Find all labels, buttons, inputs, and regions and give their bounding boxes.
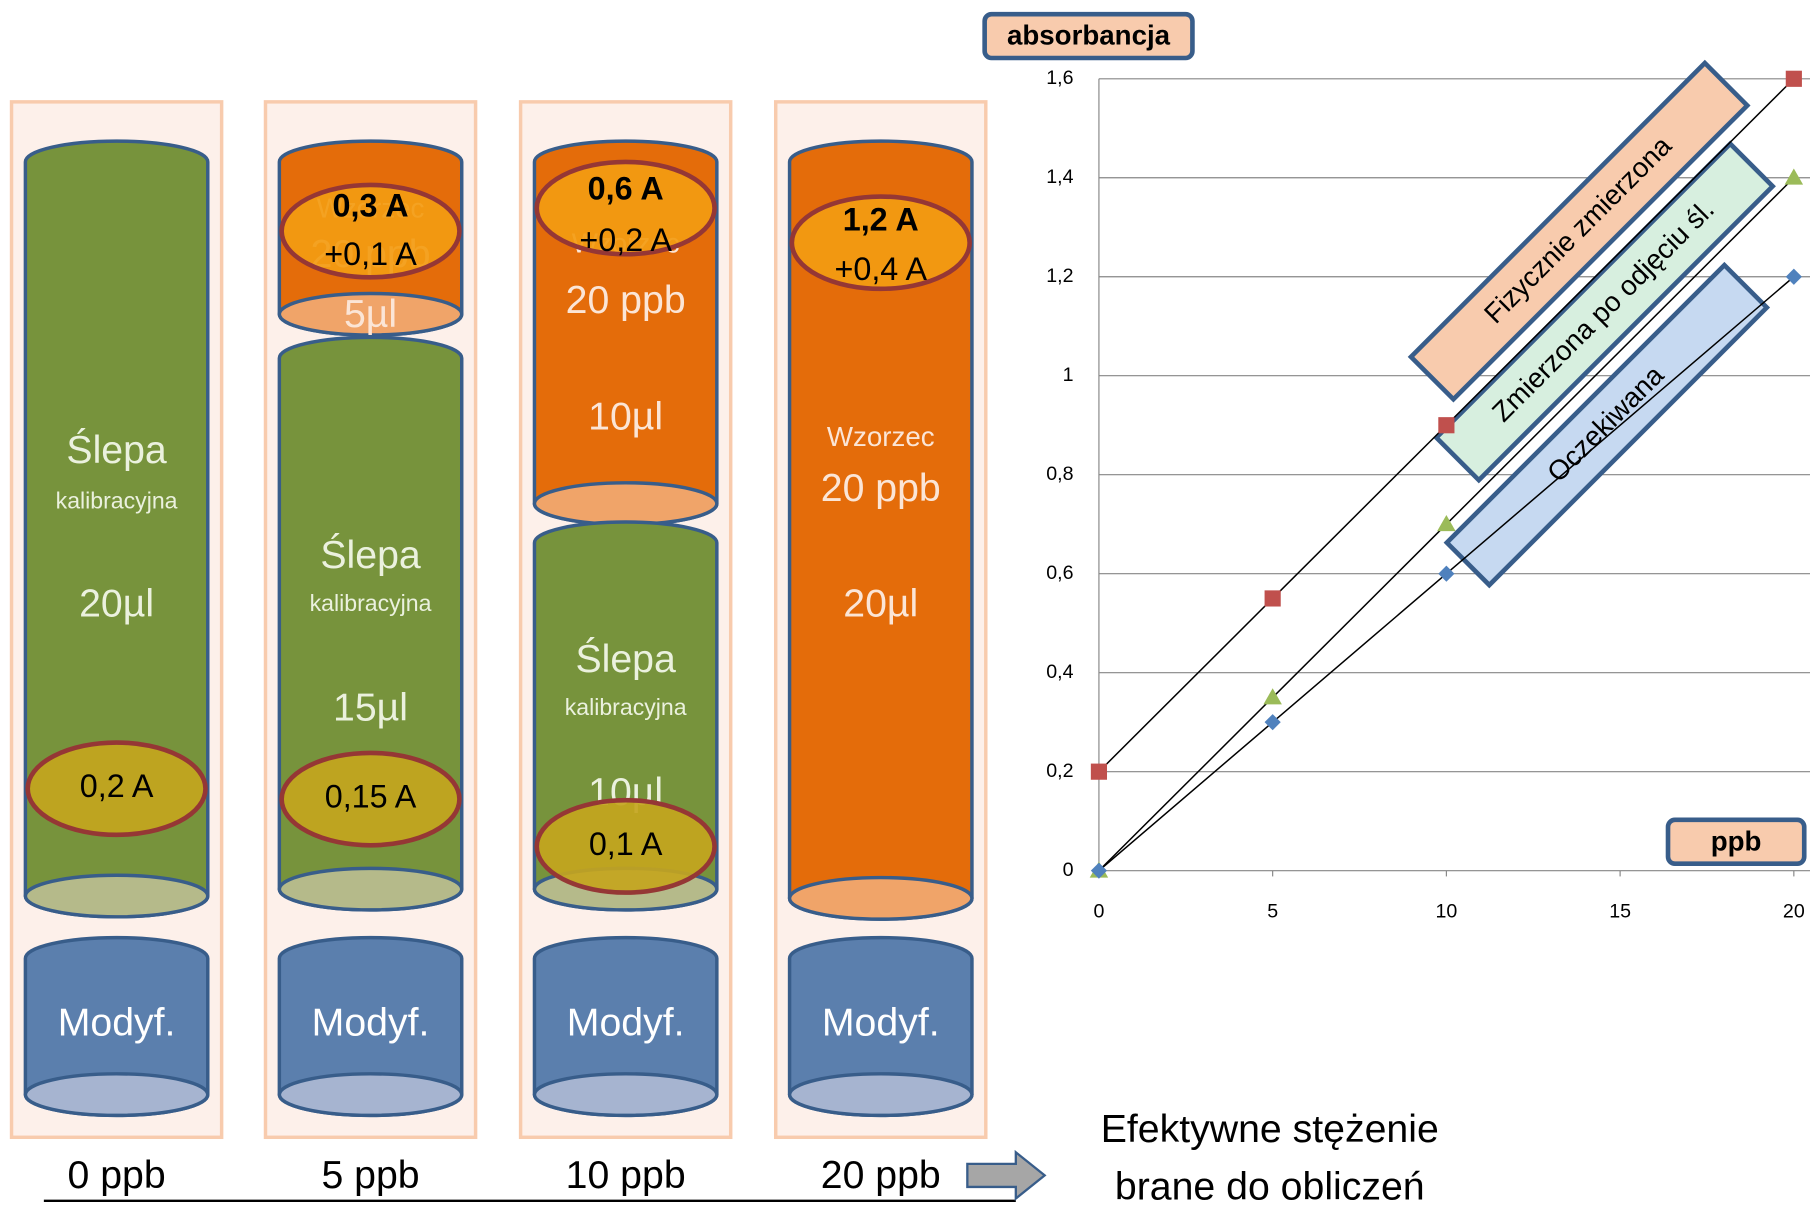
tube-text: 20µl bbox=[843, 582, 918, 626]
tube-text: Modyf. bbox=[58, 1001, 176, 1045]
tube-text: 10µl bbox=[588, 395, 663, 439]
y-axis-title: absorbancja bbox=[1007, 20, 1171, 51]
tube-text: 20 ppb bbox=[821, 466, 941, 510]
tube-text: 20µl bbox=[79, 582, 154, 626]
y-tick-label: 1,4 bbox=[1046, 166, 1073, 188]
tube-text: +0,4 A bbox=[834, 251, 927, 287]
tube-text: 0,6 A bbox=[588, 170, 664, 206]
modifier-tube-base bbox=[25, 1074, 207, 1116]
tube-text: 20 ppb bbox=[566, 278, 686, 322]
blank-tube-base bbox=[279, 868, 461, 910]
modifier-tube-base bbox=[790, 1074, 972, 1116]
marker bbox=[1785, 169, 1803, 185]
tube-text: 15µl bbox=[333, 686, 408, 730]
tube-text: Modyf. bbox=[567, 1001, 685, 1045]
x-axis-title: ppb bbox=[1711, 825, 1762, 856]
modifier-tube-base bbox=[279, 1074, 461, 1116]
y-tick-label: 1,2 bbox=[1046, 265, 1073, 287]
tube-text: 0,2 A bbox=[80, 768, 154, 804]
tube-text: Modyf. bbox=[822, 1001, 940, 1045]
note-line: Efektywne stężenie bbox=[1101, 1107, 1439, 1151]
marker bbox=[1438, 417, 1454, 433]
x-tick-label: 0 bbox=[1093, 900, 1104, 922]
y-tick-label: 0,6 bbox=[1046, 562, 1073, 584]
tube-text: +0,1 A bbox=[324, 236, 417, 272]
y-tick-label: 0,8 bbox=[1046, 463, 1073, 485]
y-tick-label: 0,2 bbox=[1046, 760, 1073, 782]
tube-text: 1,2 A bbox=[843, 201, 919, 237]
standard-tube-base bbox=[534, 483, 716, 525]
tube-text: 5µl bbox=[344, 292, 397, 336]
tube-text: Modyf. bbox=[312, 1001, 430, 1045]
tube-text: 5 ppb bbox=[321, 1153, 419, 1197]
page: {"chart_data": {"type": "scatter", "ylab… bbox=[0, 0, 1810, 1208]
tube-text: kalibracyjna bbox=[56, 488, 178, 514]
tube-text: Ślepa bbox=[575, 636, 676, 681]
y-tick-label: 1,6 bbox=[1046, 67, 1073, 89]
tube-text: 10 ppb bbox=[566, 1153, 686, 1197]
x-tick-label: 10 bbox=[1435, 900, 1457, 922]
tube-text: +0,2 A bbox=[579, 222, 672, 258]
tube-text: kalibracyjna bbox=[310, 590, 432, 616]
tube-text: 0,3 A bbox=[333, 188, 409, 224]
x-tick-label: 5 bbox=[1267, 900, 1278, 922]
tube-text: kalibracyjna bbox=[565, 694, 687, 720]
slide: Efektywne stężenie brane do obliczeń Śle… bbox=[0, 0, 1810, 1208]
tube-text: 20 ppb bbox=[821, 1153, 941, 1197]
marker bbox=[1265, 590, 1281, 606]
tube-text: 0,15 A bbox=[325, 779, 417, 815]
modifier-tube-base bbox=[534, 1074, 716, 1116]
note-line: brane do obliczeń bbox=[1115, 1165, 1425, 1208]
blank-tube-base bbox=[25, 875, 207, 917]
y-tick-label: 0,4 bbox=[1046, 661, 1073, 683]
tube-text: 0,1 A bbox=[589, 826, 663, 862]
x-tick-label: 20 bbox=[1783, 900, 1805, 922]
tube-text: Ślepa bbox=[66, 427, 167, 472]
marker bbox=[1091, 764, 1107, 780]
marker bbox=[1786, 71, 1802, 87]
tube-text: 0 ppb bbox=[67, 1153, 165, 1197]
arrow bbox=[967, 1152, 1044, 1198]
y-tick-label: 0 bbox=[1063, 859, 1074, 881]
tube-text: Wzorzec bbox=[827, 421, 935, 452]
y-tick-label: 1 bbox=[1063, 364, 1074, 386]
standard-tube-base bbox=[790, 878, 972, 920]
tube-text: Ślepa bbox=[320, 532, 421, 577]
x-tick-label: 15 bbox=[1609, 900, 1631, 922]
